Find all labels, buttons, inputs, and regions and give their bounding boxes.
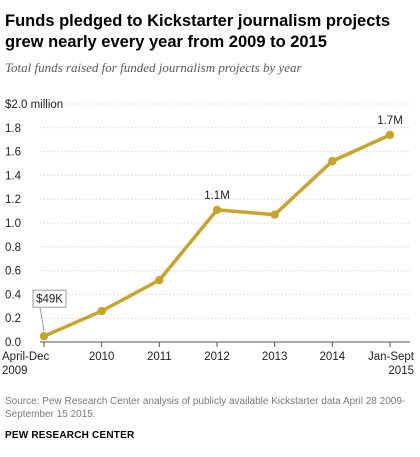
y-tick-label: 1.8 bbox=[5, 123, 21, 135]
y-tick-label: 0.6 bbox=[5, 266, 21, 278]
data-point bbox=[39, 331, 49, 341]
data-label: 1.1M bbox=[204, 190, 230, 202]
data-point bbox=[385, 130, 395, 140]
y-tick-label: 1.4 bbox=[5, 170, 22, 182]
data-label: 1.7M bbox=[377, 115, 403, 127]
data-point bbox=[328, 156, 337, 166]
data-point bbox=[212, 205, 222, 215]
series-line bbox=[42, 133, 392, 338]
x-tick-label-line: April-Dec bbox=[2, 351, 50, 363]
y-tick-label: $2.0 million bbox=[5, 99, 63, 111]
x-tick-label-line: 2012 bbox=[204, 351, 230, 363]
y-tick-label: 0.2 bbox=[5, 313, 21, 325]
x-tick-label-line: 2015 bbox=[388, 365, 414, 377]
x-tick-label: 2014 bbox=[320, 351, 346, 363]
x-tick-label-line: 2014 bbox=[320, 351, 346, 363]
chart-subtitle: Total funds raised for funded journalism… bbox=[5, 60, 302, 75]
x-tick-label: Jan-Sept 2015 bbox=[368, 351, 415, 377]
x-tick-label-line: Jan-Sept bbox=[368, 351, 415, 363]
y-tick-label: 1.2 bbox=[5, 194, 21, 206]
y-tick-label: 0.8 bbox=[5, 242, 21, 254]
data-label: $49K bbox=[36, 294, 63, 306]
y-tick-label: 1.0 bbox=[5, 218, 21, 230]
x-tick-label: 2010 bbox=[89, 351, 115, 363]
data-point bbox=[155, 275, 164, 285]
y-tick-label: 0.4 bbox=[5, 289, 22, 301]
y-tick-label: 1.6 bbox=[5, 147, 21, 159]
annotation-leader bbox=[39, 307, 45, 332]
x-tick-label: 2013 bbox=[262, 351, 288, 363]
chart-title: Funds pledged to Kickstarter journalism … bbox=[5, 12, 391, 51]
x-tick-label: April-Dec 2009 bbox=[2, 351, 50, 377]
x-tick-label-line: 2013 bbox=[262, 351, 288, 363]
x-tick-label: 2012 bbox=[204, 351, 230, 363]
x-tick-label-line: 2011 bbox=[147, 351, 172, 363]
x-tick-label: 2011 bbox=[147, 351, 172, 363]
data-point bbox=[97, 306, 106, 316]
organization-credit: PEW RESEARCH CENTER bbox=[5, 430, 135, 441]
y-tick-label: 0.0 bbox=[5, 337, 21, 349]
x-tick-label-line: 2009 bbox=[2, 365, 28, 377]
annotation-box bbox=[32, 289, 67, 308]
source-note: Source: Pew Research Center analysis of … bbox=[5, 396, 406, 420]
x-tick-label-line: 2010 bbox=[89, 351, 115, 363]
data-point bbox=[270, 210, 279, 219]
